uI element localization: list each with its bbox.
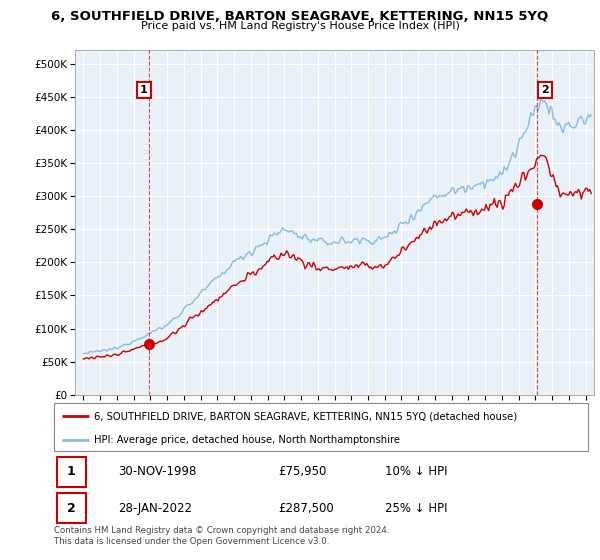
Text: 30-NOV-1998: 30-NOV-1998	[118, 465, 196, 478]
Text: 6, SOUTHFIELD DRIVE, BARTON SEAGRAVE, KETTERING, NN15 5YQ: 6, SOUTHFIELD DRIVE, BARTON SEAGRAVE, KE…	[52, 10, 548, 23]
FancyBboxPatch shape	[54, 403, 588, 451]
FancyBboxPatch shape	[56, 457, 86, 487]
Text: £75,950: £75,950	[278, 465, 326, 478]
Text: 28-JAN-2022: 28-JAN-2022	[118, 502, 192, 515]
Text: 10% ↓ HPI: 10% ↓ HPI	[385, 465, 448, 478]
Text: Price paid vs. HM Land Registry's House Price Index (HPI): Price paid vs. HM Land Registry's House …	[140, 21, 460, 31]
Text: 6, SOUTHFIELD DRIVE, BARTON SEAGRAVE, KETTERING, NN15 5YQ (detached house): 6, SOUTHFIELD DRIVE, BARTON SEAGRAVE, KE…	[94, 411, 517, 421]
Text: Contains HM Land Registry data © Crown copyright and database right 2024.
This d: Contains HM Land Registry data © Crown c…	[54, 526, 389, 546]
Text: 2: 2	[541, 85, 549, 95]
Text: 2: 2	[67, 502, 76, 515]
Text: 1: 1	[140, 85, 148, 95]
FancyBboxPatch shape	[56, 493, 86, 523]
Text: £287,500: £287,500	[278, 502, 334, 515]
Text: HPI: Average price, detached house, North Northamptonshire: HPI: Average price, detached house, Nort…	[94, 435, 400, 445]
Text: 25% ↓ HPI: 25% ↓ HPI	[385, 502, 448, 515]
Text: 1: 1	[67, 465, 76, 478]
